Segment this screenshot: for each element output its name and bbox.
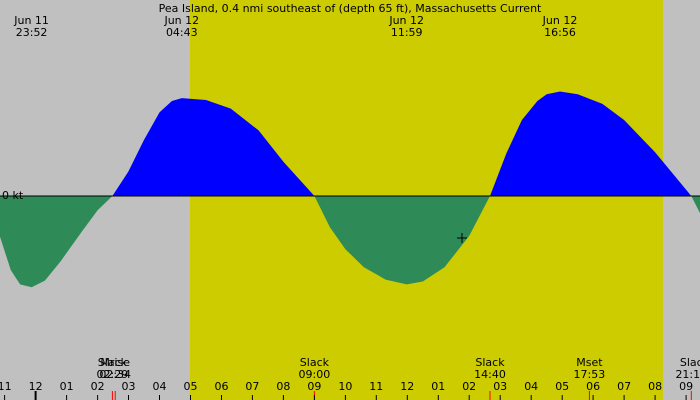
x-tick-label-2: 01 bbox=[60, 380, 74, 393]
ebb-area-0 bbox=[0, 196, 113, 288]
x-tick-label-1: 12 bbox=[29, 380, 43, 393]
flood-area-3 bbox=[490, 91, 692, 196]
x-tick-label-14: 01 bbox=[431, 380, 445, 393]
event-label-0: Slack bbox=[98, 356, 128, 369]
x-tick-label-13: 12 bbox=[400, 380, 414, 393]
top-label-date-1: Jun 12 bbox=[163, 14, 199, 27]
x-tick-label-5: 04 bbox=[153, 380, 167, 393]
top-label-date-2: Jun 12 bbox=[388, 14, 424, 27]
flood-area-1 bbox=[112, 98, 315, 196]
chart-title: Pea Island, 0.4 nmi southeast of (depth … bbox=[159, 2, 542, 15]
x-axis-ticks: 11 12 01 02 03 04 05 06 07 08 09 10 11 12 01 02 03 04 05 06… bbox=[0, 380, 693, 400]
x-tick-label-11: 10 bbox=[338, 380, 352, 393]
x-tick-label-9: 08 bbox=[276, 380, 290, 393]
top-label-date-3: Jun 12 bbox=[542, 14, 578, 27]
x-tick-label-8: 07 bbox=[245, 380, 259, 393]
x-tick-label-15: 02 bbox=[462, 380, 476, 393]
x-tick-label-19: 06 bbox=[586, 380, 600, 393]
event-time-5: 21:10 bbox=[675, 368, 700, 381]
event-time-1: 02:34 bbox=[99, 368, 131, 381]
event-label-1: Mrise bbox=[100, 356, 130, 369]
x-tick-label-17: 04 bbox=[524, 380, 538, 393]
event-label-2: Slack bbox=[300, 356, 330, 369]
event-labels: Slack02:29Mrise02:34Slack09:00Slack14:40… bbox=[97, 356, 700, 400]
event-time-3: 14:40 bbox=[474, 368, 506, 381]
event-label-5: Slac bbox=[680, 356, 700, 369]
x-tick-label-16: 03 bbox=[493, 380, 507, 393]
top-label-time-2: 11:59 bbox=[391, 26, 423, 39]
current-area-layer bbox=[0, 91, 700, 288]
event-time-0: 02:29 bbox=[97, 368, 129, 381]
x-tick-label-0: 11 bbox=[0, 380, 12, 393]
ebb-area-4 bbox=[691, 196, 700, 214]
event-label-3: Slack bbox=[475, 356, 505, 369]
x-tick-label-3: 02 bbox=[91, 380, 105, 393]
x-tick-label-21: 08 bbox=[648, 380, 662, 393]
top-label-date-0: Jun 11 bbox=[13, 14, 49, 27]
zero-current-label: 0 kt bbox=[2, 189, 24, 202]
top-label-time-1: 04:43 bbox=[166, 26, 198, 39]
event-label-4: Mset bbox=[576, 356, 603, 369]
top-label-time-0: 23:52 bbox=[16, 26, 48, 39]
top-label-time-3: 16:56 bbox=[544, 26, 576, 39]
x-tick-label-22: 09 bbox=[679, 380, 693, 393]
x-tick-label-6: 05 bbox=[184, 380, 198, 393]
ebb-area-2 bbox=[314, 196, 490, 285]
x-tick-label-4: 03 bbox=[122, 380, 136, 393]
x-tick-label-10: 09 bbox=[307, 380, 321, 393]
crosshair-cursor-icon bbox=[457, 233, 467, 243]
x-tick-label-18: 05 bbox=[555, 380, 569, 393]
event-time-4: 17:53 bbox=[574, 368, 606, 381]
event-time-2: 09:00 bbox=[299, 368, 331, 381]
x-tick-label-7: 06 bbox=[215, 380, 229, 393]
x-tick-label-12: 11 bbox=[369, 380, 383, 393]
x-tick-label-20: 07 bbox=[617, 380, 631, 393]
